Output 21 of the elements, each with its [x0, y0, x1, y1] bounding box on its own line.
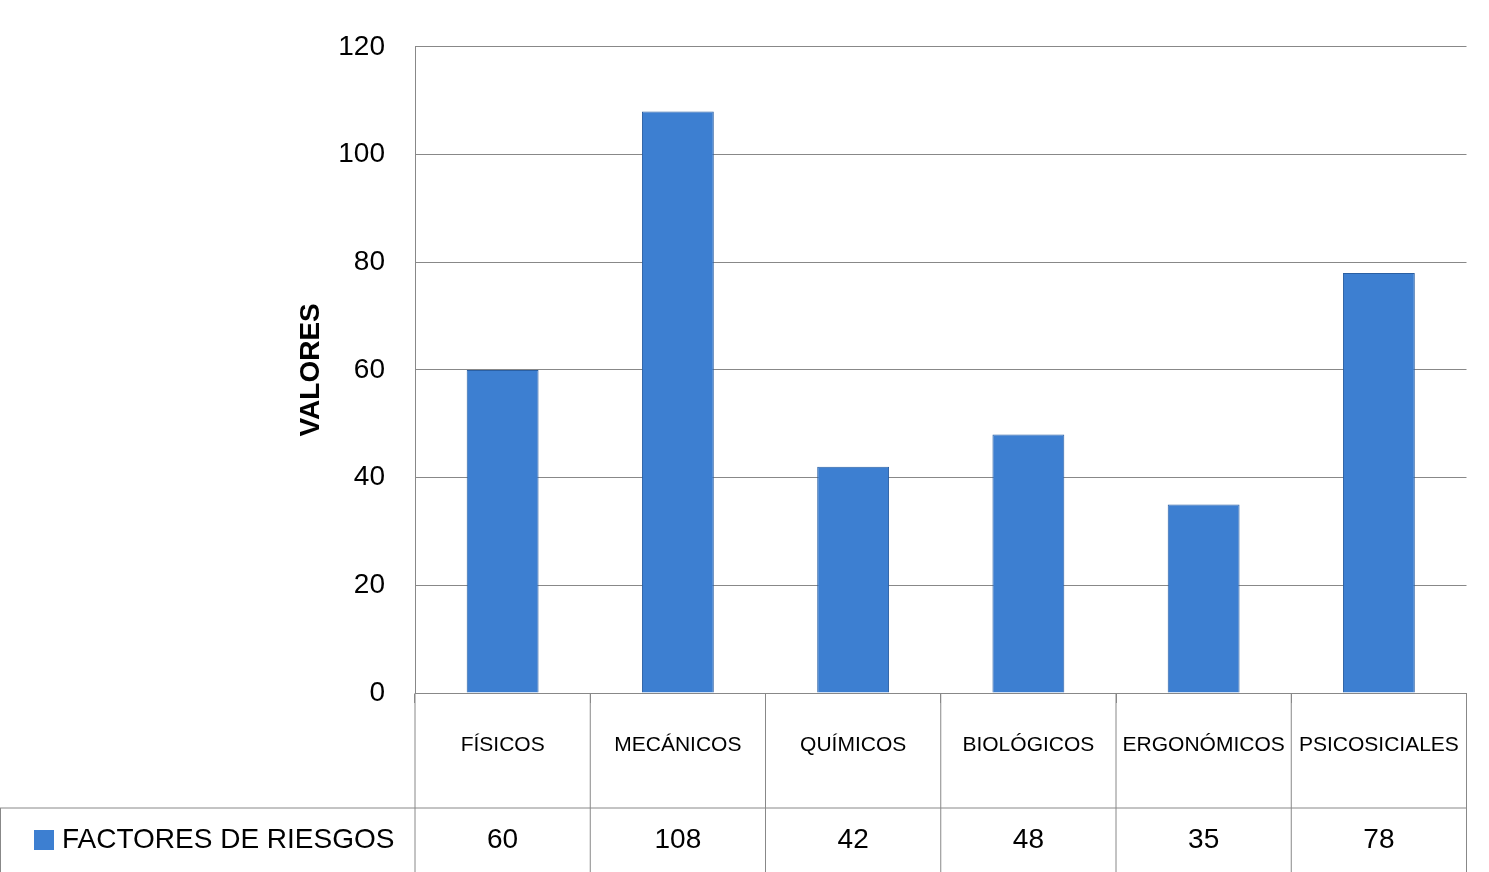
x-tick-label: FÍSICOS: [460, 732, 545, 756]
x-tick-label: QUÍMICOS: [800, 732, 907, 756]
data-label: 42: [837, 822, 869, 854]
x-tick-label: PSICOSICIALES: [1298, 732, 1459, 756]
y-tick-label: 20: [353, 568, 385, 600]
y-axis-title: VALORES: [293, 303, 325, 437]
data-label: 48: [1012, 822, 1044, 854]
y-tick-label: 100: [338, 137, 385, 169]
data-label: 78: [1363, 822, 1395, 854]
x-tick-label: BIOLÓGICOS: [962, 732, 1095, 756]
legend-label: FACTORES DE RIESGOS: [62, 822, 395, 854]
y-tick-label: 80: [353, 244, 385, 276]
data-label: 60: [487, 822, 519, 854]
y-tick-label: 120: [338, 29, 385, 61]
y-tick-label: 40: [353, 460, 385, 492]
data-label: 108: [654, 822, 702, 854]
data-label: 35: [1188, 822, 1220, 854]
x-tick-label: MECÁNICOS: [614, 732, 742, 756]
x-tick-label: ERGONÓMICOS: [1122, 732, 1285, 756]
y-tick-label: 60: [353, 352, 385, 384]
y-tick-label: 0: [369, 675, 385, 707]
